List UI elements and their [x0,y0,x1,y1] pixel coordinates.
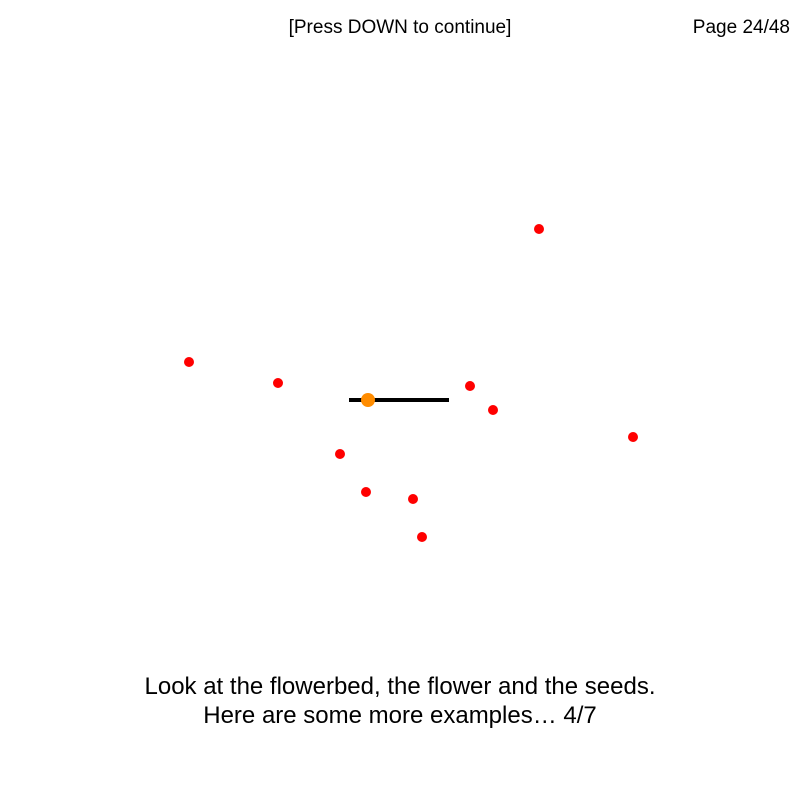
seed [273,378,283,388]
seed [184,357,194,367]
seed [361,487,371,497]
seeds [184,224,638,542]
seed [408,494,418,504]
instructions: Look at the flowerbed, the flower and th… [0,672,800,730]
seed [534,224,544,234]
seed [417,532,427,542]
seed [335,449,345,459]
instruction-line-2: Here are some more examples… 4/7 [203,702,597,729]
seed [628,432,638,442]
seed [488,405,498,415]
instruction-line-1: Look at the flowerbed, the flower and th… [144,673,656,700]
flower [361,393,375,407]
page-indicator: Page 24/48 [692,17,790,38]
continue-prompt: [Press DOWN to continue] [288,17,512,38]
seed [465,381,475,391]
